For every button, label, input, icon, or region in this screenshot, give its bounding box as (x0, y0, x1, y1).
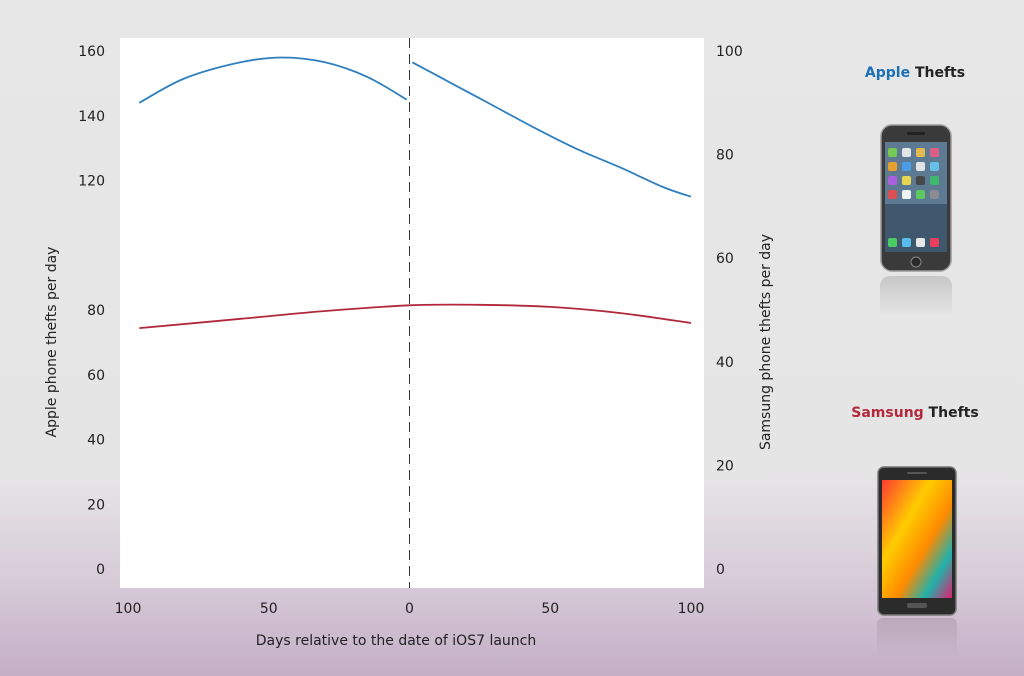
y-tick-right: 80 (716, 148, 734, 164)
y-tick-left: 20 (87, 497, 105, 513)
samsung-legend-brand: Samsung (851, 405, 924, 421)
y-tick-left: 40 (87, 433, 105, 449)
x-tick: 0 (405, 601, 414, 617)
x-tick: 100 (678, 601, 705, 617)
iphone-reflection (880, 276, 952, 316)
y-tick-right: 40 (716, 355, 734, 371)
galaxy-phone-reflection (877, 618, 957, 658)
apple-series-line (138, 56, 408, 104)
apple-series-line (411, 61, 692, 198)
x-axis-label: Days relative to the date of iOS7 launch (256, 633, 536, 649)
iphone-image (880, 124, 952, 272)
y-tick-right: 100 (716, 44, 743, 60)
samsung-series-line (139, 303, 692, 329)
samsung-legend: Samsung Thefts (815, 405, 1015, 421)
samsung-legend-suffix: Thefts (923, 405, 979, 421)
apple-legend-suffix: Thefts (910, 65, 966, 81)
y-tick-left: 140 (78, 109, 105, 125)
y-tick-right: 0 (716, 562, 725, 578)
x-tick: 100 (115, 601, 142, 617)
galaxy-phone-image (877, 466, 957, 616)
y-tick-right: 20 (716, 458, 734, 474)
apple-legend: Apple Thefts (815, 65, 1015, 81)
y-tick-left: 80 (87, 303, 105, 319)
y-tick-left: 120 (78, 174, 105, 190)
y-axis-label-left: Apple phone thefts per day (44, 247, 60, 438)
y-axis-label-right: Samsung phone thefts per day (758, 234, 774, 450)
plot-area (120, 38, 704, 588)
apple-legend-brand: Apple (864, 65, 911, 81)
y-tick-left: 0 (96, 562, 105, 578)
y-tick-left: 160 (78, 44, 105, 60)
y-tick-left: 60 (87, 368, 105, 384)
y-tick-right: 60 (716, 251, 734, 267)
x-tick: 50 (541, 601, 559, 617)
x-tick: 50 (260, 601, 278, 617)
